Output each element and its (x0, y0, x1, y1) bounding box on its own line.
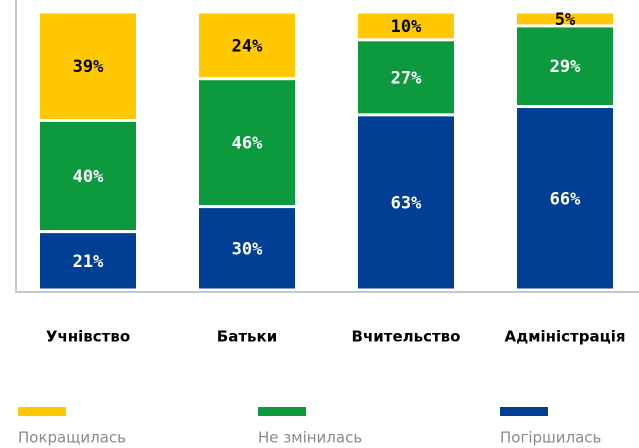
bar-segment (358, 116, 454, 289)
legend-swatch (18, 407, 66, 416)
bar-segment (40, 233, 136, 289)
value-label: 24% (232, 36, 263, 56)
bar-segment (199, 13, 295, 78)
legend-swatch (500, 407, 548, 416)
legend-label: Покращилась (18, 429, 126, 447)
value-label: 27% (391, 68, 422, 88)
value-label: 39% (73, 57, 104, 77)
value-label: 63% (391, 193, 422, 213)
x-tick-label: Учнівство (46, 328, 130, 346)
bar-segment (199, 80, 295, 206)
legend-label: Не змінилась (258, 429, 362, 447)
legend-swatch (258, 407, 306, 416)
bar-segment (358, 13, 454, 39)
bar-segment (40, 121, 136, 231)
bar-segment (517, 13, 613, 25)
value-label: 10% (391, 17, 422, 37)
value-label: 30% (232, 239, 263, 259)
bar-segment (40, 13, 136, 119)
value-label: 5% (555, 10, 576, 30)
bar-segment (199, 208, 295, 289)
x-tick-label: Вчительство (352, 328, 461, 346)
value-label: 46% (232, 134, 263, 154)
bar-segment (517, 108, 613, 289)
value-label: 21% (73, 252, 104, 272)
legend-label: Погіршилась (500, 429, 601, 447)
x-tick-label: Адміністрація (505, 328, 626, 346)
value-label: 40% (73, 167, 104, 187)
value-label: 29% (550, 57, 581, 77)
value-label: 66% (550, 189, 581, 209)
bar-segment (358, 41, 454, 114)
bar-segment (517, 27, 613, 106)
x-tick-label: Батьки (217, 328, 277, 346)
